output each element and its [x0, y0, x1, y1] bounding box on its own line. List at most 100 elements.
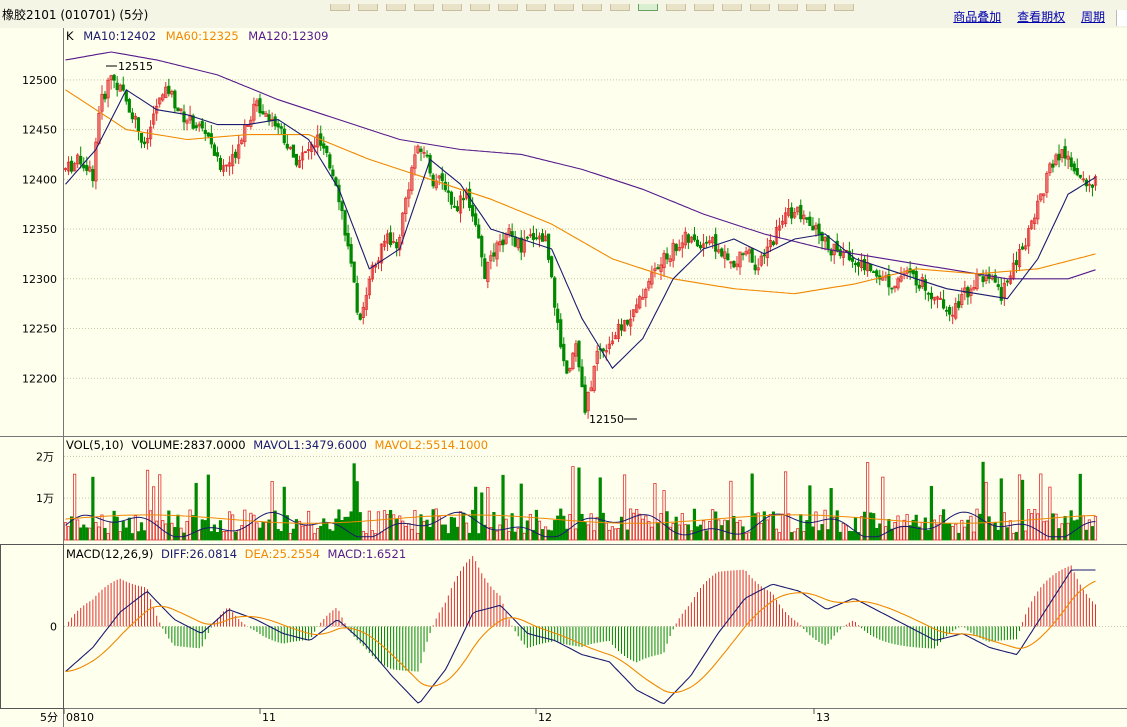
volume-bar — [200, 519, 204, 541]
tool-button[interactable] — [414, 4, 434, 11]
volume-bar — [744, 533, 748, 541]
tool-button[interactable] — [526, 4, 546, 11]
candle-body — [774, 227, 779, 245]
volume-bar — [601, 512, 605, 541]
candle-body — [164, 86, 168, 99]
volume-bar — [231, 514, 235, 541]
volume-bar — [723, 519, 727, 541]
price-tick-label: 12500 — [22, 74, 57, 87]
tool-button[interactable] — [666, 4, 686, 11]
volume-bar — [176, 514, 180, 541]
candle-body — [926, 292, 930, 295]
volume-bar — [629, 508, 633, 541]
high-marker: 12515 — [106, 60, 153, 73]
volume-bar — [73, 473, 77, 541]
volume-bar — [136, 531, 141, 541]
volume-bar — [820, 524, 824, 541]
tool-button[interactable] — [498, 4, 518, 11]
volume-bar — [340, 519, 344, 541]
scroll-box[interactable] — [1116, 10, 1127, 26]
volume-bar — [908, 525, 912, 541]
candle-body — [559, 319, 563, 348]
candle-body — [419, 148, 423, 152]
candle-body — [1051, 163, 1055, 168]
candle-body — [759, 255, 763, 266]
chart-area[interactable]: 12200 12250 12300 12350 12400 12450 12500 1万 2万… — [0, 28, 1127, 727]
candle-body — [109, 75, 113, 81]
candle-body — [656, 267, 660, 270]
volume-bar — [966, 519, 970, 541]
tool-button[interactable] — [554, 4, 574, 11]
tool-button-active[interactable] — [638, 4, 658, 11]
candle-body — [203, 129, 207, 134]
tool-button[interactable] — [358, 4, 378, 11]
candle-body — [698, 244, 703, 249]
volume-bar — [1005, 527, 1009, 541]
candle-body — [364, 295, 368, 310]
candle-body — [361, 306, 365, 318]
candle-body — [629, 318, 633, 327]
candle-body — [1017, 249, 1022, 268]
volume-bar — [66, 526, 71, 541]
volume-bar — [677, 524, 681, 541]
tool-button[interactable] — [694, 4, 714, 11]
tool-button[interactable] — [330, 4, 350, 11]
volume-bar — [935, 524, 940, 541]
candle-body — [519, 237, 523, 253]
volume-bar — [838, 531, 842, 541]
tool-button[interactable] — [778, 4, 798, 11]
tool-button[interactable] — [722, 4, 742, 11]
volume-bar — [695, 526, 700, 541]
volume-bar — [474, 486, 478, 541]
volume-bar — [613, 528, 618, 541]
candle-body — [495, 242, 499, 260]
volume-bar — [212, 524, 216, 541]
tool-button[interactable] — [834, 4, 854, 11]
volume-bar — [483, 524, 487, 541]
volume-bar — [516, 528, 520, 541]
view-options-link[interactable]: 查看期权 — [1017, 10, 1066, 24]
candle-body — [738, 251, 742, 268]
candle-body — [264, 113, 268, 117]
volume-bar — [124, 527, 128, 541]
candle-body — [823, 237, 827, 242]
candle-body — [407, 189, 411, 199]
candle-body — [945, 309, 949, 312]
candle-body — [516, 238, 520, 249]
volume-bar — [79, 527, 83, 541]
tool-button[interactable] — [386, 4, 406, 11]
volume-bar — [401, 520, 405, 541]
tool-button[interactable] — [442, 4, 462, 11]
volume-bar — [1017, 474, 1022, 541]
volume-bar — [194, 482, 198, 541]
volume-bar — [404, 525, 408, 541]
candle-body — [279, 126, 283, 129]
candle-body — [73, 163, 77, 172]
tool-button[interactable] — [806, 4, 826, 11]
volume-bar — [142, 530, 147, 541]
volume-bar — [732, 515, 736, 541]
candle-body — [592, 365, 596, 391]
candle-body — [401, 212, 405, 237]
tool-button[interactable] — [750, 4, 770, 11]
candle-body — [1024, 245, 1028, 250]
candle-body — [464, 189, 469, 199]
tool-button[interactable] — [582, 4, 602, 11]
volume-bar — [686, 524, 690, 541]
candle-body — [76, 154, 80, 165]
volume-bar — [872, 513, 876, 541]
date-label: 12 — [538, 711, 552, 724]
candle-body — [1008, 275, 1013, 284]
overlay-commodity-link[interactable]: 商品叠加 — [953, 10, 1002, 24]
tool-button[interactable] — [470, 4, 490, 11]
volume-bar — [990, 523, 994, 541]
period-link[interactable]: 周期 — [1080, 10, 1105, 24]
candle-body — [1020, 246, 1025, 250]
candle-body — [622, 320, 627, 332]
price-tick-label: 12300 — [22, 273, 57, 286]
volume-axis: 1万 2万 — [36, 450, 54, 505]
candle-body — [498, 241, 502, 246]
candle-body — [562, 343, 566, 362]
candle-body — [382, 240, 387, 247]
tool-button[interactable] — [610, 4, 630, 11]
